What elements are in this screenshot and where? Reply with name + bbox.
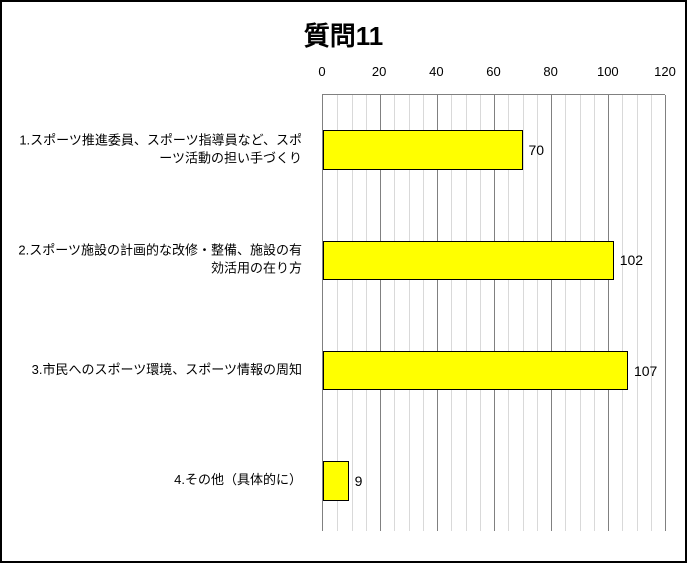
bar-row: 102 bbox=[323, 241, 665, 281]
category-label: 4.その他（具体的に） bbox=[12, 471, 312, 489]
bar-value-label: 102 bbox=[614, 252, 643, 268]
gridline-major bbox=[665, 95, 666, 531]
bar bbox=[323, 241, 614, 281]
bar-row: 107 bbox=[323, 351, 665, 391]
x-tick-label: 20 bbox=[372, 64, 386, 79]
x-axis-labels: 020406080100120 bbox=[322, 64, 665, 94]
chart-container: 質問11 0 20 40 60 80 100 120 70 102 107 9 1.スポーツ推進委… bbox=[0, 0, 687, 563]
x-tick-label: 100 bbox=[597, 64, 619, 79]
chart-title: 質問11 bbox=[2, 2, 685, 61]
bar-row: 70 bbox=[323, 130, 665, 170]
category-label: 3.市民へのスポーツ環境、スポーツ情報の周知 bbox=[12, 361, 312, 379]
category-label: 2.スポーツ施設の計画的な改修・整備、施設の有効活用の在り方 bbox=[12, 242, 312, 277]
bar-value-label: 107 bbox=[628, 363, 657, 379]
bar-value-label: 70 bbox=[523, 142, 545, 158]
bar bbox=[323, 130, 523, 170]
x-tick-label: 40 bbox=[429, 64, 443, 79]
plot-area: 70 102 107 9 bbox=[322, 94, 665, 531]
x-tick-label: 120 bbox=[654, 64, 676, 79]
bar-row: 9 bbox=[323, 461, 665, 501]
x-tick-label: 80 bbox=[543, 64, 557, 79]
x-tick-label: 60 bbox=[486, 64, 500, 79]
category-label: 1.スポーツ推進委員、スポーツ指導員など、スポーツ活動の担い手づくり bbox=[12, 132, 312, 167]
bar bbox=[323, 461, 349, 501]
bar bbox=[323, 351, 628, 391]
x-tick-label: 0 bbox=[318, 64, 325, 79]
bar-value-label: 9 bbox=[349, 473, 363, 489]
